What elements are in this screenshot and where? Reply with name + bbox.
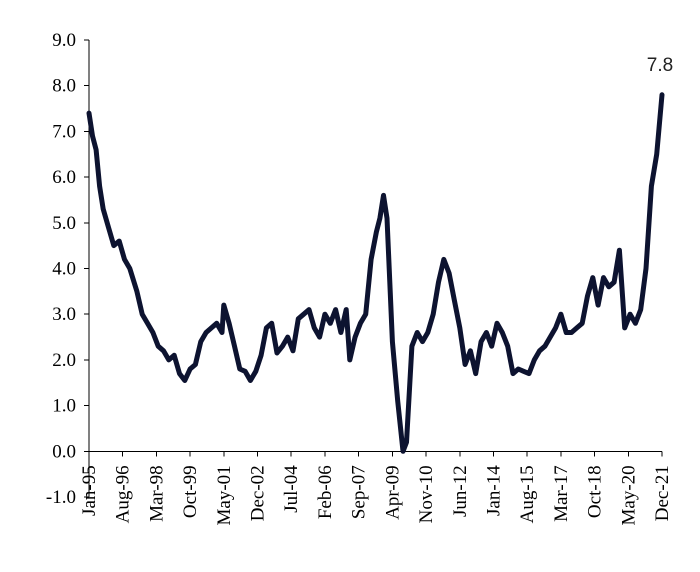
- x-tick-label: Aug-15: [517, 465, 538, 523]
- x-tick-label: Jan-95: [79, 465, 100, 516]
- x-tick-label: Mar-17: [551, 465, 572, 522]
- x-tick-label: Dec-21: [652, 465, 673, 521]
- y-axis: -1.0 0.0 1.0 2.0 3.0 4.0 5.0 6.0 7.0 8.0 9.0: [46, 30, 90, 508]
- x-tick-label: Jun-12: [450, 465, 471, 517]
- x-tick-label: Nov-10: [416, 465, 437, 523]
- annotation-layer: 7.8: [647, 55, 673, 76]
- x-tick-label: Mar-98: [146, 465, 167, 522]
- y-tick-label: 6.0: [52, 167, 76, 188]
- x-tick-label: Aug-96: [113, 465, 134, 523]
- x-tick-label: May-01: [214, 465, 235, 525]
- y-tick-label: 4.0: [52, 259, 76, 280]
- y-tick-label: 2.0: [52, 350, 76, 371]
- last-value-annotation: 7.8: [647, 55, 673, 76]
- y-tick-label: 7.0: [52, 121, 76, 142]
- y-tick-label: 8.0: [52, 76, 76, 97]
- y-tick-label: 0.0: [52, 441, 76, 462]
- y-tick-label: 3.0: [52, 304, 76, 325]
- x-tick-label: Jan-14: [483, 465, 504, 516]
- y-tick-label: -1.0: [46, 487, 76, 508]
- y-tick-label: 9.0: [52, 30, 76, 51]
- x-tick-label: Sep-07: [349, 465, 370, 519]
- y-tick-label: 1.0: [52, 396, 76, 417]
- x-tick-label: Apr-09: [382, 465, 403, 520]
- x-tick-label: Dec-02: [248, 465, 269, 521]
- y-tick-label: 5.0: [52, 213, 76, 234]
- x-tick-label: Feb-06: [315, 465, 336, 519]
- x-tick-label: Jul-04: [281, 465, 302, 513]
- x-tick-label: May-20: [618, 465, 639, 525]
- x-tick-label: Oct-18: [585, 465, 606, 518]
- x-tick-label: Oct-99: [180, 465, 201, 518]
- series-line-0: [86, 92, 665, 454]
- x-axis: Jan-95 Aug-96 Mar-98 Oct-99 May-01 Dec-02 Jul-…: [79, 450, 673, 525]
- series-layer: [86, 92, 665, 454]
